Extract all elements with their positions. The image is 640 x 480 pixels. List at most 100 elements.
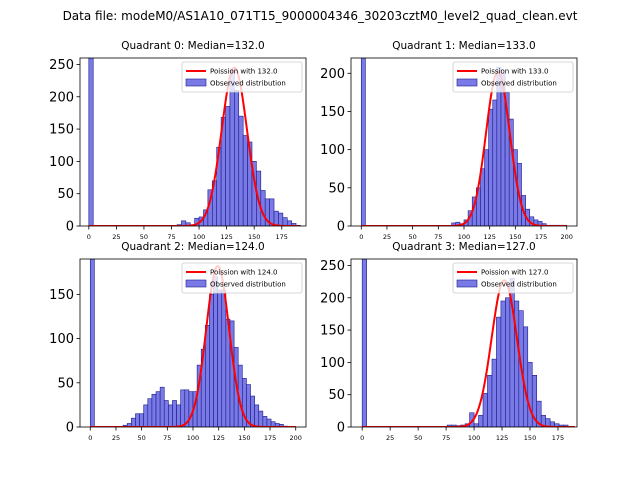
histogram-bar	[159, 386, 165, 427]
histogram-bar	[135, 413, 140, 427]
histogram-bar	[473, 423, 479, 427]
legend-observed-swatch	[456, 279, 478, 288]
x-tick-label: 100	[458, 233, 470, 241]
x-tick-label: 25	[112, 233, 120, 241]
x-tick-label: 200	[561, 233, 573, 241]
histogram-bar	[273, 210, 279, 226]
y-tick-label: 100	[49, 155, 74, 170]
histogram-bar	[147, 398, 153, 427]
y-tick-label: 50	[57, 376, 74, 391]
x-tick-label: 0	[88, 434, 92, 442]
y-tick-label: 200	[49, 90, 74, 105]
poisson-curve	[88, 66, 299, 226]
y-tick-label: 0	[66, 421, 74, 436]
y-tick-label: 250	[49, 58, 74, 73]
quadrant-0-title: Quadrant 0: Median=132.0	[121, 40, 264, 52]
legend-box	[452, 61, 574, 93]
y-tick-label: 0	[66, 220, 74, 235]
histogram-bar	[278, 424, 284, 427]
legend: Poission with 133.0 Observed distribution	[452, 61, 574, 93]
x-tick-label: 100	[193, 233, 205, 241]
histogram-bar	[266, 418, 272, 427]
histogram-bar	[491, 358, 497, 427]
x-tick-label: 100	[187, 434, 199, 442]
histogram-bar	[176, 404, 181, 427]
histogram-bar	[180, 389, 186, 427]
x-tick-label: 75	[163, 434, 171, 442]
x-tick-label: 50	[140, 233, 148, 241]
y-tick-label: 150	[49, 288, 74, 303]
legend-observed-label: Observed distribution	[481, 281, 557, 289]
legend: Poission with 132.0 Observed distribution	[181, 61, 303, 93]
histogram-bar	[209, 294, 214, 427]
x-tick-label: 150	[238, 434, 250, 442]
x-tick-label: 75	[167, 233, 175, 241]
histogram-bar	[234, 90, 240, 226]
histogram-bar	[484, 149, 489, 226]
x-tick-label: 25	[383, 233, 391, 241]
histogram-bar	[478, 415, 484, 427]
legend-box	[181, 61, 303, 93]
x-tick-label: 150	[248, 233, 260, 241]
histogram-bar	[541, 223, 547, 226]
axes-frame	[79, 57, 307, 227]
x-tick-label: 25	[112, 434, 120, 442]
x-tick-label: 0	[87, 233, 91, 241]
histogram-bar	[254, 404, 260, 427]
quadrant-plots: 0 25 50 75 100 125 150 175050100150200250Quadra…	[49, 40, 578, 442]
x-tick-label: 50	[408, 233, 416, 241]
histogram-bar	[269, 198, 275, 226]
histogram-bar	[163, 400, 169, 427]
x-tick-label: 200	[290, 434, 302, 442]
histogram-bar	[522, 326, 529, 427]
x-tick-label: 50	[137, 434, 145, 442]
x-tick-label: 175	[276, 233, 288, 241]
histogram-bar	[89, 259, 95, 427]
x-tick-label: 125	[212, 434, 224, 442]
histogram-bar	[496, 316, 502, 427]
histogram-bar	[188, 391, 194, 427]
histogram-bar	[229, 70, 235, 226]
legend-observed-label: Observed distribution	[210, 281, 286, 289]
histogram-bar	[505, 297, 511, 427]
poisson-curve	[362, 279, 575, 427]
histogram-bar	[500, 300, 506, 427]
histogram-bar	[492, 99, 498, 226]
x-tick-label: 100	[468, 434, 480, 442]
y-tick-label: 50	[328, 181, 345, 196]
histogram-bar	[258, 410, 264, 427]
quadrant-2-plot: 0 25 50 75 100 125 150 175 200 0 50 100 150 Quadrant …	[49, 241, 307, 442]
histogram-bar	[282, 217, 288, 226]
quadrant-1-plot: 0 25 50 75 100 125 150 175 200 0 50 100 150 200 Quadra…	[320, 40, 578, 241]
y-tick-label: 150	[320, 324, 345, 339]
quadrant-3-title: Quadrant 3: Median=127.0	[392, 241, 535, 253]
histogram-bar	[488, 108, 494, 226]
legend-observed-swatch	[185, 78, 207, 87]
histogram-bar	[151, 393, 157, 427]
x-tick-label: 50	[414, 434, 422, 442]
quadrant-2-title: Quadrant 2: Median=124.0	[121, 241, 264, 253]
legend-poisson-label: Poission with 127.0	[481, 269, 549, 277]
y-tick-label: 50	[57, 187, 74, 202]
quadrant-2-plot-area	[89, 259, 296, 427]
histogram-bar	[480, 168, 485, 226]
histogram-bar	[225, 106, 231, 226]
legend-observed-swatch	[185, 279, 207, 288]
y-tick-label: 0	[337, 421, 345, 436]
quadrant-3-plot-area	[361, 259, 575, 427]
legend: Poission with 127.0 Observed distribution	[452, 262, 574, 294]
y-tick-label: 250	[320, 259, 345, 274]
y-tick-label: 150	[49, 123, 74, 138]
y-tick-label: 0	[337, 220, 345, 235]
x-tick-label: 0	[359, 233, 363, 241]
quadrant-1-title: Quadrant 1: Median=133.0	[392, 40, 535, 52]
histogram-bar	[131, 417, 136, 427]
histogram-bar	[172, 400, 177, 427]
y-tick-label: 50	[328, 388, 345, 403]
histogram-bar	[482, 393, 488, 427]
x-tick-label: 175	[552, 434, 564, 442]
histogram-bar	[213, 276, 218, 427]
histogram-bar	[221, 289, 227, 427]
legend-box	[452, 262, 574, 294]
